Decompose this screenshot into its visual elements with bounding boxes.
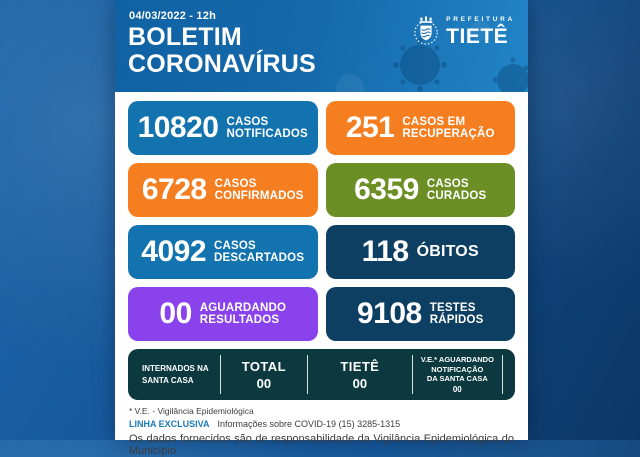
- col-header: TOTAL: [241, 358, 286, 374]
- stat-label: CASOS CURADOS: [426, 177, 487, 202]
- footer: * V.E. - Vigilância Epidemiológica LINHA…: [115, 400, 528, 457]
- table-divider: [307, 355, 309, 394]
- stat-grid: 10820 CASOS NOTIFICADOS 251 CASOS EM REC…: [115, 92, 528, 341]
- stat-casos-notificados: 10820 CASOS NOTIFICADOS: [128, 101, 318, 155]
- ve-footnote: * V.E. - Vigilância Epidemiológica: [129, 406, 254, 416]
- page-title: BOLETIM CORONAVÍRUS: [128, 23, 316, 78]
- prefeitura-tiete-logo: PREFEITURA TIETÊ: [410, 15, 515, 49]
- stat-label: ÓBITOS: [416, 243, 479, 261]
- hotline-info: Informações sobre COVID-19 (15) 3285-131…: [217, 419, 401, 429]
- col-value: 00: [256, 375, 272, 391]
- table-divider: [502, 355, 504, 394]
- stat-value: 118: [361, 235, 409, 268]
- row-label-text: INTERNADOS NA SANTA CASA: [142, 363, 209, 385]
- stat-casos-confirmados: 6728 CASOS CONFIRMADOS: [128, 163, 318, 217]
- stat-label: CASOS EM RECUPERAÇÃO: [402, 115, 495, 140]
- stat-label: CASOS CONFIRMADOS: [214, 177, 304, 202]
- table-col-total: TOTAL 00: [221, 349, 308, 400]
- stat-value: 10820: [137, 111, 219, 144]
- col-value: 00: [352, 375, 368, 391]
- stat-value: 00: [159, 297, 192, 330]
- stat-row-4: 00 AGUARDANDO RESULTADOS 9108 TESTES RÁP…: [128, 287, 515, 341]
- hotline-line: LINHA EXCLUSIVA Informações sobre COVID-…: [129, 419, 514, 429]
- stat-obitos: 118 ÓBITOS: [325, 225, 515, 279]
- bulletin-date: 04/03/2022 - 12h: [129, 10, 216, 22]
- bulletin-header: 04/03/2022 - 12h BOLETIM CORONAVÍRUS: [115, 0, 528, 92]
- stat-label: AGUARDANDO RESULTADOS: [199, 301, 287, 326]
- stat-value: 251: [345, 111, 395, 144]
- stat-casos-curados: 6359 CASOS CURADOS: [325, 163, 515, 217]
- stat-testes-rapidos: 9108 TESTES RÁPIDOS: [325, 287, 515, 341]
- table-right-spacer: [503, 349, 515, 400]
- table-divider: [219, 355, 221, 394]
- stat-casos-descartados: 4092 CASOS DESCARTADOS: [128, 225, 318, 279]
- stat-label: CASOS DESCARTADOS: [214, 239, 305, 264]
- logo-city-name: TIETÊ: [446, 24, 509, 48]
- stat-row-3: 4092 CASOS DESCARTADOS 118 ÓBITOS: [128, 225, 515, 279]
- stat-row-2: 6728 CASOS CONFIRMADOS 6359 CASOS CURADO…: [128, 163, 515, 217]
- disclaimer-text: Os dados fornecidos são de responsabilid…: [129, 433, 514, 457]
- stat-label: CASOS NOTIFICADOS: [226, 115, 308, 140]
- logo-prefeitura-label: PREFEITURA: [446, 16, 515, 24]
- crest-icon: [414, 16, 438, 45]
- stat-value: 6728: [141, 173, 207, 206]
- col-header: TIETÊ: [340, 358, 380, 374]
- table-divider: [411, 355, 413, 394]
- stat-label: TESTES RÁPIDOS: [429, 301, 484, 326]
- logo-text: PREFEITURA TIETÊ: [446, 17, 515, 47]
- table-col-tiete: TIETÊ 00: [308, 349, 411, 400]
- hotline-label: LINHA EXCLUSIVA: [129, 419, 210, 429]
- col-value: 00: [452, 384, 462, 394]
- table-col-ve-aguardando: V.E.* AGUARDANDO NOTIFICAÇÃO DA SANTA CA…: [413, 349, 503, 400]
- stat-value: 4092: [141, 235, 207, 268]
- bulletin-card: 04/03/2022 - 12h BOLETIM CORONAVÍRUS: [115, 0, 528, 457]
- stat-value: 6359: [354, 173, 419, 206]
- table-row-label: INTERNADOS NA SANTA CASA: [128, 349, 220, 400]
- virus-decoration: [336, 20, 528, 92]
- stat-row-1: 10820 CASOS NOTIFICADOS 251 CASOS EM REC…: [128, 101, 515, 155]
- stat-casos-em-recuperacao: 251 CASOS EM RECUPERAÇÃO: [325, 101, 515, 155]
- stat-aguardando-resultados: 00 AGUARDANDO RESULTADOS: [128, 287, 318, 341]
- summary-table: INTERNADOS NA SANTA CASA TOTAL 00 TIETÊ …: [128, 349, 515, 400]
- stat-value: 9108: [356, 297, 422, 330]
- col-header: V.E.* AGUARDANDO NOTIFICAÇÃO DA SANTA CA…: [420, 355, 494, 384]
